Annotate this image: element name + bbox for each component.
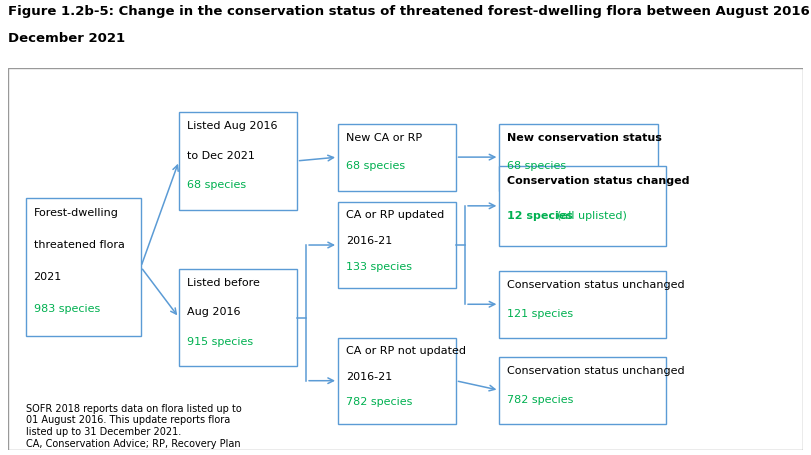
Text: 2021: 2021: [33, 272, 62, 282]
Text: Listed before: Listed before: [187, 278, 260, 288]
Text: 782 species: 782 species: [507, 394, 573, 404]
Text: Conservation status changed: Conservation status changed: [507, 176, 689, 186]
FancyBboxPatch shape: [179, 269, 297, 366]
FancyBboxPatch shape: [179, 112, 297, 210]
FancyBboxPatch shape: [338, 124, 456, 191]
Text: Forest-dwelling: Forest-dwelling: [33, 207, 118, 217]
FancyBboxPatch shape: [500, 124, 659, 191]
Text: 2016-21: 2016-21: [345, 372, 393, 382]
Text: CA or RP updated: CA or RP updated: [345, 211, 444, 221]
Text: Conservation status unchanged: Conservation status unchanged: [507, 366, 684, 376]
Text: 68 species: 68 species: [345, 162, 405, 172]
Text: to Dec 2021: to Dec 2021: [187, 151, 255, 161]
Text: (all uplisted): (all uplisted): [556, 211, 626, 221]
Text: 915 species: 915 species: [187, 337, 253, 347]
Text: CA or RP not updated: CA or RP not updated: [345, 346, 466, 356]
Text: New conservation status: New conservation status: [507, 132, 662, 142]
Text: threatened flora: threatened flora: [33, 240, 124, 250]
Text: 121 species: 121 species: [507, 308, 573, 318]
Text: Figure 1.2b-5: Change in the conservation status of threatened forest-dwelling f: Figure 1.2b-5: Change in the conservatio…: [8, 5, 811, 18]
FancyBboxPatch shape: [500, 166, 666, 246]
FancyBboxPatch shape: [500, 271, 666, 338]
Text: SOFR 2018 reports data on flora listed up to
01 August 2016. This update reports: SOFR 2018 reports data on flora listed u…: [26, 404, 242, 449]
FancyBboxPatch shape: [338, 202, 456, 288]
FancyBboxPatch shape: [26, 198, 141, 336]
FancyBboxPatch shape: [500, 357, 666, 424]
Text: 782 species: 782 species: [345, 397, 412, 407]
Text: 2016-21: 2016-21: [345, 236, 393, 246]
Text: 12 species: 12 species: [507, 211, 573, 221]
Text: 133 species: 133 species: [345, 262, 412, 272]
Text: New CA or RP: New CA or RP: [345, 132, 422, 142]
Text: December 2021: December 2021: [8, 32, 125, 45]
Text: 983 species: 983 species: [33, 304, 100, 314]
FancyBboxPatch shape: [338, 338, 456, 424]
Text: Aug 2016: Aug 2016: [187, 307, 240, 317]
Text: Listed Aug 2016: Listed Aug 2016: [187, 121, 277, 131]
Text: 68 species: 68 species: [507, 162, 566, 172]
Text: Conservation status unchanged: Conservation status unchanged: [507, 280, 684, 290]
Text: 68 species: 68 species: [187, 180, 246, 190]
